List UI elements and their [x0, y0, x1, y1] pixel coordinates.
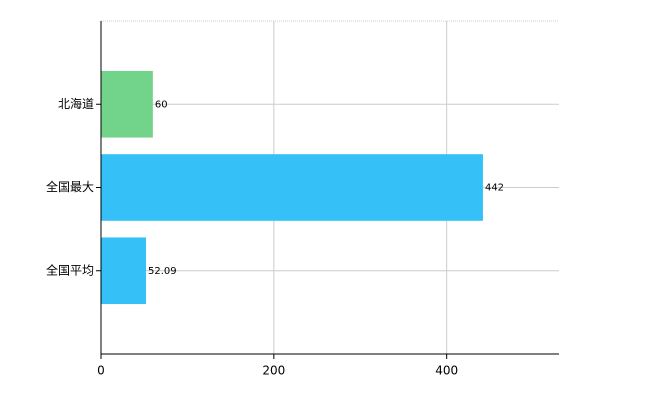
y-tick-label: 全国最大: [46, 179, 94, 194]
bar: [101, 154, 483, 221]
y-tick-label: 北海道: [58, 96, 94, 111]
x-tick-label: 400: [435, 364, 458, 378]
x-tick-label: 0: [97, 364, 105, 378]
data-label: 442: [485, 183, 504, 194]
data-label: 52.09: [148, 266, 177, 277]
bar: [101, 237, 147, 305]
bar: [101, 70, 153, 138]
data-label: 60: [155, 99, 168, 110]
y-tick-label: 全国平均: [46, 262, 94, 277]
x-tick-label: 200: [262, 364, 285, 378]
